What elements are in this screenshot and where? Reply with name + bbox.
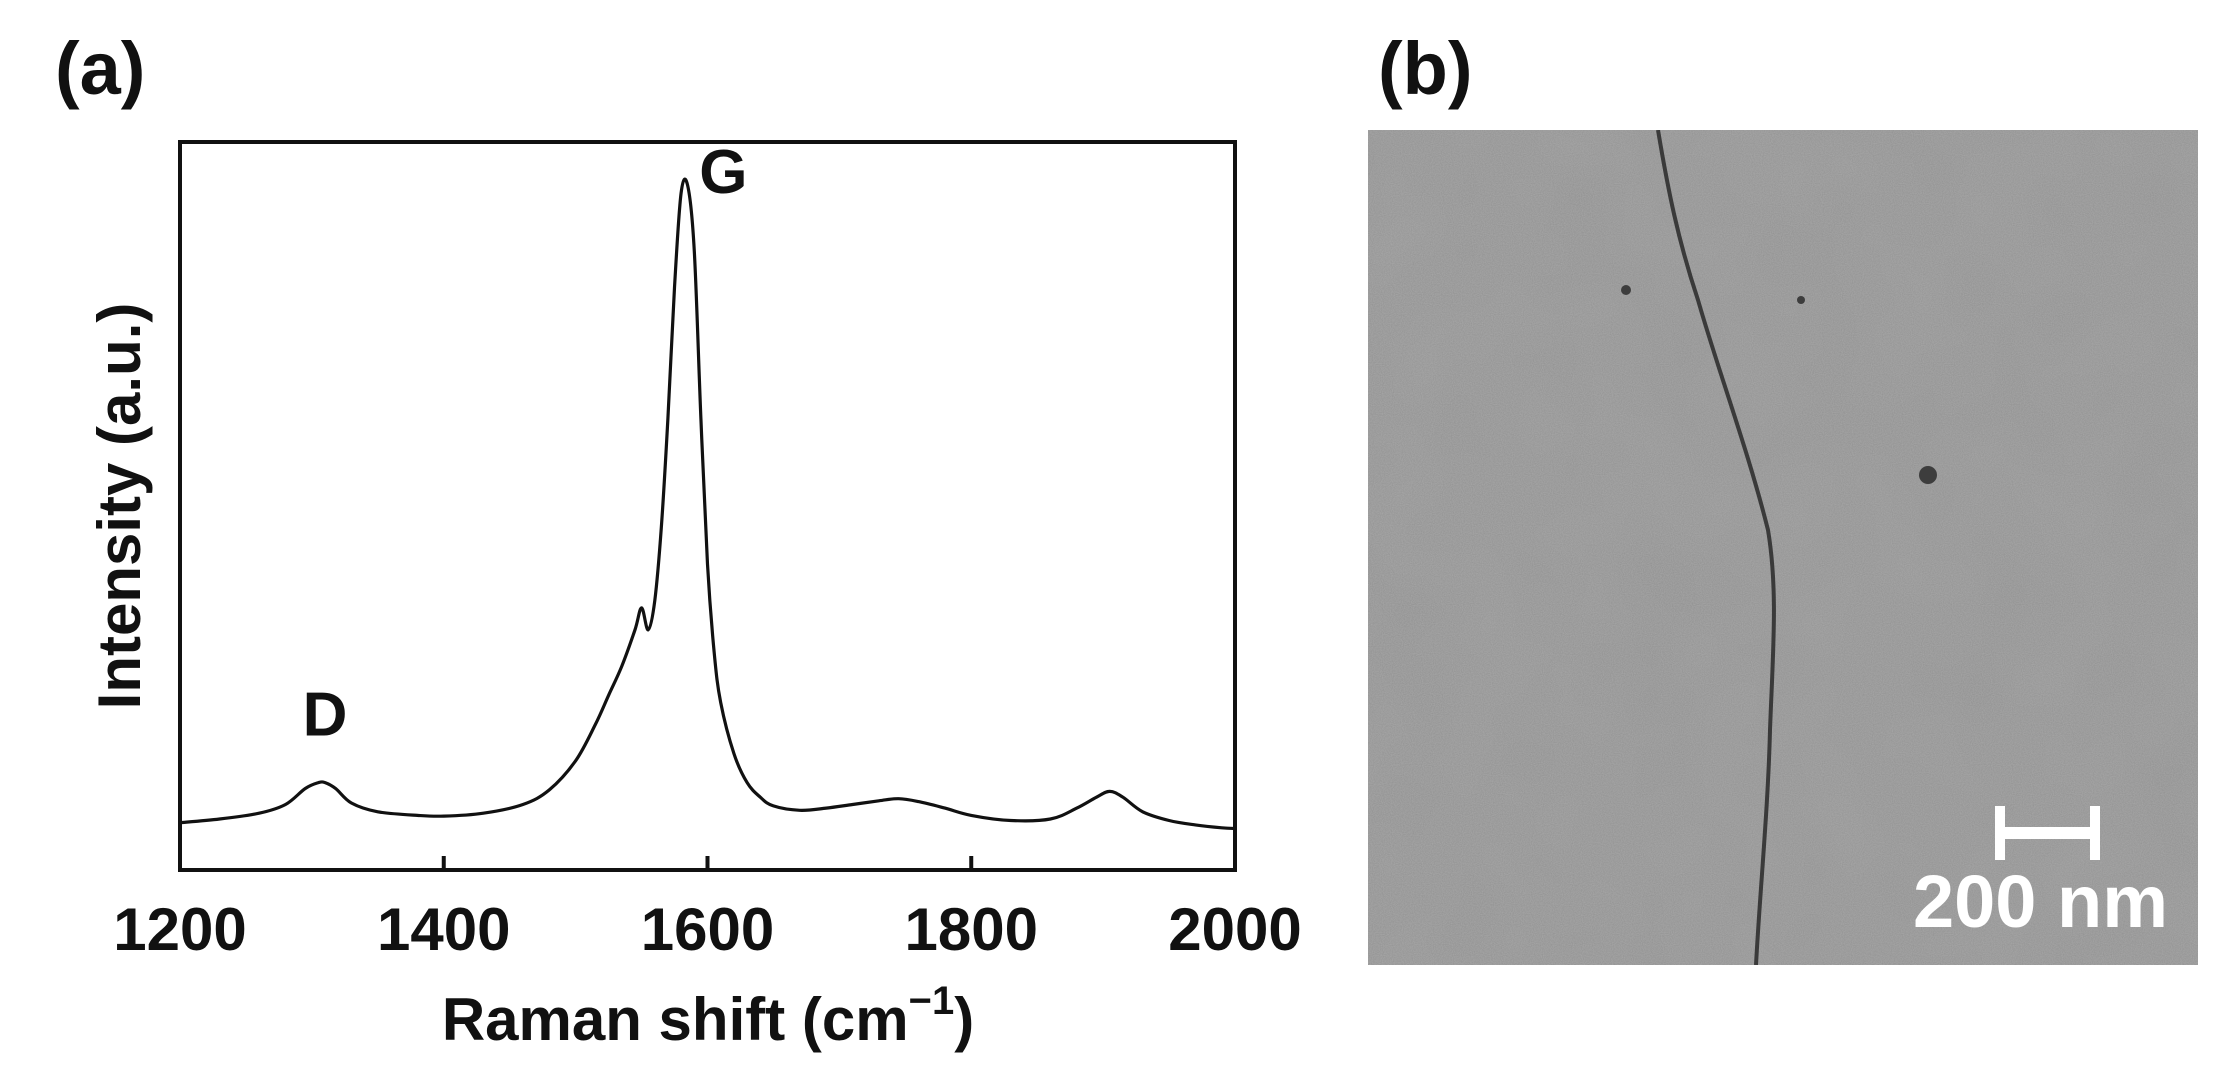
x-tick-label-2000: 2000 bbox=[1168, 896, 1301, 963]
x-axis-label: Raman shift (cm−1) bbox=[442, 979, 974, 1053]
raman-chart: 1200 1400 1600 1800 2000 D G Intensity (a.u.… bbox=[86, 138, 1302, 1053]
x-tick-labels: 1200 1400 1600 1800 2000 bbox=[113, 896, 1301, 963]
y-axis-label: Intensity (a.u.) bbox=[86, 303, 153, 710]
x-axis-label-sup: −1 bbox=[909, 979, 955, 1023]
raman-spectrum-line bbox=[179, 177, 1236, 831]
x-tick-label-1600: 1600 bbox=[641, 896, 774, 963]
x-tick-label-1800: 1800 bbox=[905, 896, 1038, 963]
scale-bar-label: 200 nm bbox=[1912, 860, 2168, 943]
tem-dark-particle bbox=[1797, 296, 1805, 304]
panel-b-label: (b) bbox=[1378, 27, 1473, 110]
x-ticks bbox=[178, 856, 1237, 870]
tem-dark-particle bbox=[1621, 285, 1631, 295]
plot-frame bbox=[178, 140, 1237, 872]
tem-dark-particle bbox=[1919, 466, 1937, 484]
x-tick-label-1200: 1200 bbox=[113, 896, 246, 963]
annotation-d-peak: D bbox=[303, 680, 348, 749]
x-tick-label-1400: 1400 bbox=[377, 896, 510, 963]
tem-micrograph: 200 nm bbox=[1368, 130, 2198, 965]
panel-a-label: (a) bbox=[55, 27, 146, 110]
x-axis-label-close: ) bbox=[954, 986, 974, 1053]
graphene-fold-line bbox=[1656, 130, 1776, 965]
scale-bar bbox=[1995, 806, 2100, 860]
tem-grain-texture bbox=[1368, 130, 2198, 965]
x-axis-label-main: Raman shift (cm bbox=[442, 986, 909, 1053]
annotation-g-peak: G bbox=[699, 138, 747, 207]
